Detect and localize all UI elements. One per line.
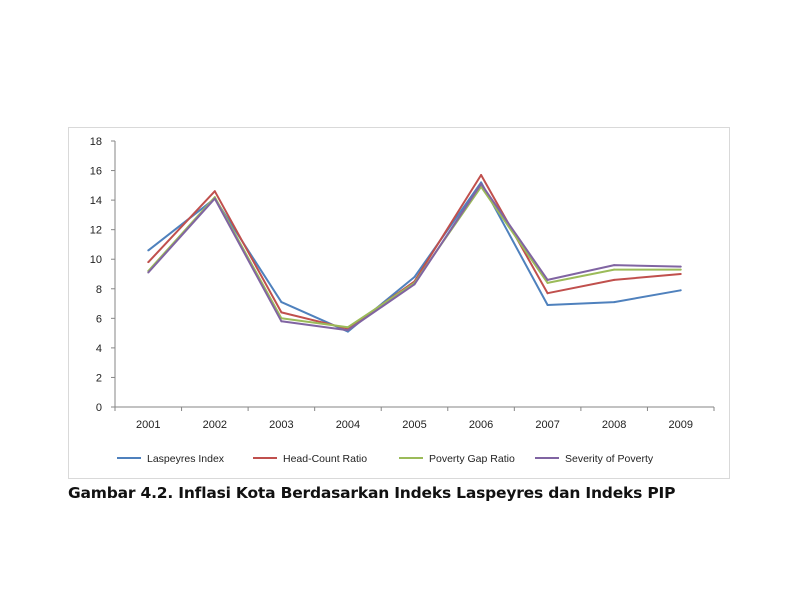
data-point <box>280 311 283 314</box>
x-tick-label: 2009 <box>668 419 692 431</box>
y-tick-label: 10 <box>90 254 102 266</box>
data-point <box>213 196 216 199</box>
data-point <box>480 181 483 184</box>
data-point <box>280 320 283 323</box>
data-point <box>546 281 549 284</box>
figure-caption: Gambar 4.2. Inflasi Kota Berdasarkan Ind… <box>68 484 676 502</box>
data-point <box>480 173 483 176</box>
legend-label: Laspeyres Index <box>147 453 225 465</box>
y-tick-label: 18 <box>90 136 102 148</box>
data-point <box>546 278 549 281</box>
axes <box>114 141 714 408</box>
legend-label: Poverty Gap Ratio <box>429 453 515 465</box>
data-point <box>147 249 150 252</box>
y-tick-label: 4 <box>96 343 102 355</box>
x-tick-label: 2007 <box>535 419 559 431</box>
x-tick-label: 2004 <box>336 419 360 431</box>
data-point <box>679 289 682 292</box>
data-point <box>546 292 549 295</box>
x-axis-ticks: 2001 2002 2003 2004 2005 2006 2007 2008 2009 <box>114 407 715 431</box>
data-point <box>679 268 682 271</box>
series-line-1 <box>147 181 681 333</box>
y-tick-label: 16 <box>90 166 102 178</box>
data-point <box>280 301 283 304</box>
y-axis-ticks: 0 2 4 6 8 10 12 14 16 18 <box>90 136 115 414</box>
data-point <box>147 271 150 274</box>
x-tick-label: 2001 <box>136 419 160 431</box>
y-tick-label: 14 <box>90 195 102 207</box>
x-tick-label: 2002 <box>203 419 227 431</box>
data-point <box>346 326 349 329</box>
data-point <box>679 265 682 268</box>
chart-area: 0 2 4 6 8 10 12 14 16 18 2001 2002 2003 2004 2005 2006… <box>68 127 730 479</box>
data-point <box>613 301 616 304</box>
data-point <box>346 329 349 332</box>
y-tick-label: 0 <box>96 402 102 414</box>
data-point <box>413 283 416 286</box>
data-point <box>413 275 416 278</box>
data-point <box>613 278 616 281</box>
data-point <box>480 182 483 185</box>
data-point <box>546 304 549 307</box>
data-point <box>679 273 682 275</box>
data-point <box>213 190 216 193</box>
line-chart: 0 2 4 6 8 10 12 14 16 18 2001 2002 2003 2004 2005 2006… <box>90 136 715 465</box>
data-point <box>613 268 616 271</box>
series-line-4 <box>147 182 681 332</box>
y-tick-label: 6 <box>96 313 102 325</box>
y-tick-label: 2 <box>96 372 102 384</box>
x-tick-label: 2003 <box>269 419 293 431</box>
series-line-3 <box>147 185 681 329</box>
data-point <box>613 264 616 267</box>
data-point <box>147 261 150 264</box>
x-tick-label: 2006 <box>469 419 493 431</box>
x-tick-label: 2008 <box>602 419 626 431</box>
data-point <box>213 197 216 200</box>
series-line-2 <box>147 174 681 330</box>
y-tick-label: 8 <box>96 284 102 296</box>
legend-label: Severity of Poverty <box>565 453 654 465</box>
legend-label: Head-Count Ratio <box>283 453 367 465</box>
series-lines <box>147 173 682 333</box>
legend: Laspeyres Index Head-Count Ratio Poverty G… <box>117 453 654 465</box>
x-tick-label: 2005 <box>402 419 426 431</box>
y-tick-label: 12 <box>90 225 102 237</box>
